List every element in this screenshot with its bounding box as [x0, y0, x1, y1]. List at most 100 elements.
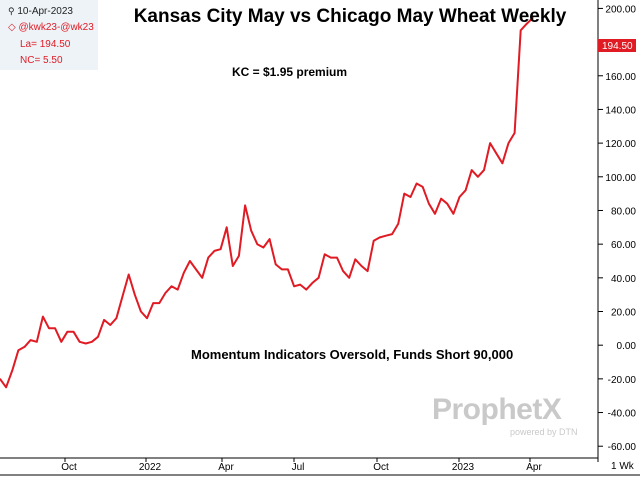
y-axis: 200.00180.00160.00140.00120.00100.0080.0… [597, 0, 637, 462]
series-point [275, 263, 277, 265]
series-point [440, 198, 442, 200]
series-point [367, 270, 369, 272]
series-point [220, 248, 222, 250]
series-point [0, 378, 1, 380]
prophetx-logo-text: ProphetX [432, 393, 562, 426]
series-point [452, 213, 454, 215]
series-point [189, 260, 191, 262]
series-point [250, 230, 252, 232]
last-value-badge-bg [598, 39, 636, 52]
series-point [501, 162, 503, 164]
y-tick-label: 120.00 [605, 139, 636, 150]
series-point [213, 250, 215, 252]
series-point [170, 285, 173, 287]
net-change-label: NC= 5.50 [20, 55, 63, 66]
series-point [416, 182, 418, 185]
series-point [342, 270, 344, 272]
series-point [489, 142, 491, 144]
y-tick-label: -60.00 [608, 442, 637, 453]
x-tick-label: 2023 [452, 462, 475, 473]
series-point [164, 292, 166, 294]
series-point [201, 277, 203, 279]
series-point [232, 265, 234, 267]
series-point [121, 295, 124, 297]
series-point [465, 189, 467, 191]
x-tick-label: Jul [292, 462, 305, 473]
series-point [434, 213, 436, 215]
series-point [318, 277, 320, 279]
series-point [146, 317, 148, 319]
series-point [269, 238, 271, 240]
series-point [17, 349, 19, 351]
y-tick-label: 100.00 [605, 173, 636, 184]
x-axis: Oct 2022 Apr Jul Oct 2023 Apr [0, 457, 640, 476]
premium-annotation: KC = $1.95 premium [232, 65, 348, 79]
series-point [428, 203, 430, 205]
series-point [471, 169, 473, 171]
last-value-label: La= 194.50 [20, 39, 71, 50]
series-point [495, 152, 497, 154]
series-point [183, 272, 185, 274]
series-point [5, 386, 7, 388]
series-point [72, 331, 75, 333]
series-point [409, 196, 412, 198]
series-point [91, 341, 93, 343]
series-point [373, 240, 375, 242]
series-point [385, 235, 387, 237]
y-tick-label: 140.00 [605, 105, 636, 116]
series-point [195, 268, 197, 270]
series-point [477, 176, 479, 178]
series-point [360, 265, 363, 267]
series-point [262, 246, 264, 249]
series-point [244, 204, 246, 206]
series-point [54, 327, 56, 329]
y-tick-label: 0.00 [617, 341, 637, 352]
series-point [238, 255, 240, 257]
date-label: 10-Apr-2023 [17, 6, 73, 17]
series-point [42, 316, 44, 318]
series-point [293, 285, 295, 287]
x-tick-label: 2022 [139, 462, 162, 473]
series-point [330, 257, 332, 259]
series-point [311, 282, 313, 284]
symbol-label: @kwk23-@wk23 [18, 22, 94, 33]
series-point [36, 341, 38, 343]
series-point [134, 294, 136, 296]
series-point [348, 277, 350, 279]
series-point [287, 268, 289, 270]
y-tick-label: 200.00 [605, 4, 636, 15]
series-point [177, 289, 179, 291]
symbol-row: ◇ @kwk23-@wk23 [8, 22, 94, 33]
series-point [281, 268, 283, 270]
series-point [207, 257, 209, 259]
series-point [354, 258, 356, 260]
series-point [397, 223, 399, 225]
series-point [299, 284, 301, 286]
series-point [66, 331, 68, 333]
series-point [520, 29, 522, 31]
series-point [11, 369, 13, 371]
series-point [85, 342, 87, 345]
y-tick-label: 80.00 [611, 206, 636, 217]
series-point [48, 327, 50, 329]
prophetx-logo-subtext: powered by DTN [510, 427, 578, 437]
diamond-icon: ◇ [8, 22, 16, 33]
y-tick-label: 40.00 [611, 274, 636, 285]
series-point [422, 186, 424, 188]
series-point [97, 336, 99, 338]
series-point [115, 317, 117, 319]
x-tick-label: Oct [373, 462, 389, 473]
chart-title: Kansas City May vs Chicago May Wheat Wee… [133, 6, 567, 27]
series-point [507, 142, 510, 144]
series-point [446, 203, 448, 205]
y-tick-label: -20.00 [608, 375, 637, 386]
x-tick-label: Apr [218, 462, 234, 473]
series-point [128, 273, 130, 276]
series-point [391, 233, 393, 235]
series-point [60, 341, 62, 343]
series-point [458, 196, 461, 198]
series-point [379, 236, 381, 238]
date-row: ⚲ 10-Apr-2023 [8, 6, 73, 17]
series-point [226, 226, 228, 228]
